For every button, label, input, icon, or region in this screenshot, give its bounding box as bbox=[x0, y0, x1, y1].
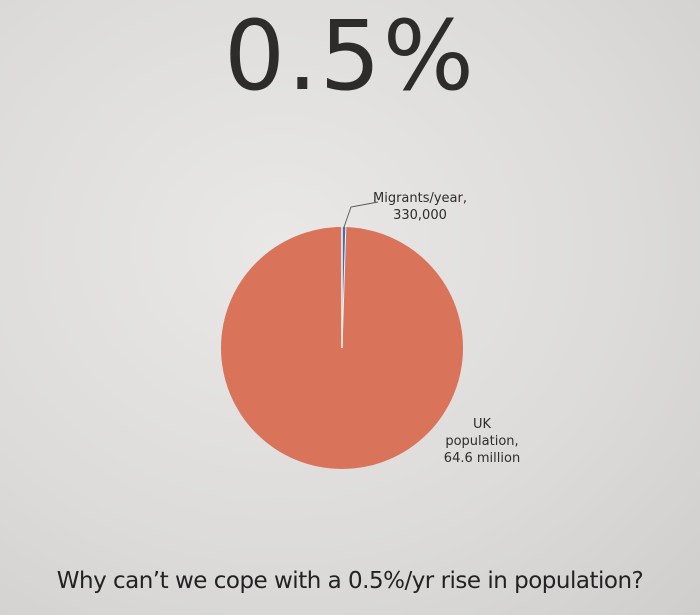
label-uk-value: 64.6 million bbox=[443, 451, 521, 466]
label-migrants-value: 330,000 bbox=[393, 208, 447, 223]
label-migrants: Migrants/year, 330,000 bbox=[370, 190, 470, 224]
migrants-leader-line bbox=[343, 201, 379, 228]
slice-separator bbox=[341, 226, 347, 349]
label-uk-line2: population, bbox=[445, 434, 519, 449]
label-uk-line1: UK bbox=[472, 417, 492, 432]
headline-percentage: 0.5% bbox=[224, 0, 476, 112]
label-uk-population: UK population, 64.6 million bbox=[437, 416, 527, 467]
label-migrants-title: Migrants/year, bbox=[372, 191, 467, 206]
caption: Why can’t we cope with a 0.5%/yr rise in… bbox=[56, 568, 644, 594]
